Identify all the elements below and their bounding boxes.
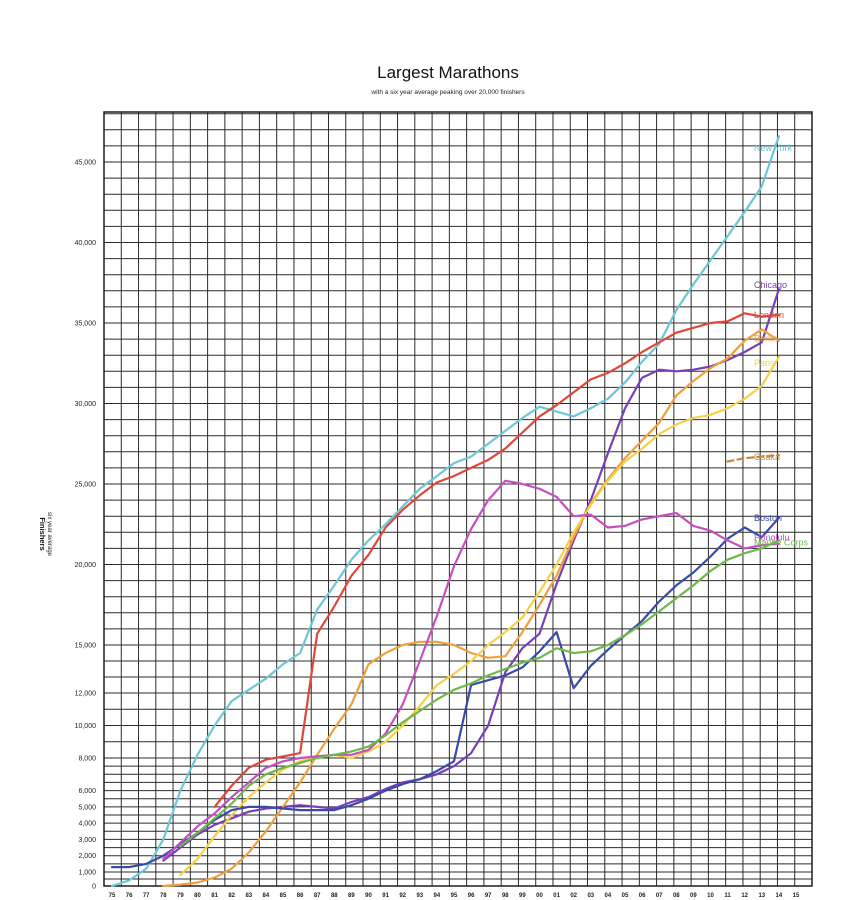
x-tick-label: 82 — [228, 893, 235, 899]
x-axis-ticks: 75 76 77 78 79 80 81 82 83 84 85 86 87 88 89 90 91 92 93 94… — [109, 893, 800, 899]
series-label-paris: Paris — [754, 358, 775, 368]
series-label-berlin: Berlin — [754, 334, 777, 344]
x-tick-label: 99 — [519, 893, 526, 899]
x-tick-label: 90 — [365, 893, 372, 899]
y-tick-label: 1,000 — [78, 870, 96, 877]
x-tick-label: 08 — [673, 893, 680, 899]
x-tick-label: 04 — [605, 893, 612, 899]
x-tick-label: 05 — [622, 893, 629, 899]
y-tick-label: 25,000 — [75, 482, 97, 489]
y-tick-label: 3,000 — [78, 837, 96, 844]
x-tick-label: 09 — [690, 893, 697, 899]
series-line-new-york — [110, 135, 780, 888]
y-tick-label: 4,000 — [78, 821, 96, 828]
x-tick-label: 12 — [741, 893, 748, 899]
plot-border — [103, 111, 813, 887]
series-line-osaka — [726, 453, 780, 463]
series-label-honolulu: Honolulu — [754, 533, 790, 543]
y-axis-ticks: 0 1,000 2,000 3,000 4,000 5,000 6,000 8,000 10,0… — [75, 160, 97, 891]
y-tick-label: 12,000 — [75, 691, 97, 698]
x-tick-label: 84 — [263, 893, 270, 899]
x-tick-label: 93 — [416, 893, 423, 899]
x-tick-label: 80 — [194, 893, 201, 899]
x-tick-label: 01 — [553, 893, 560, 899]
series-lines — [110, 135, 780, 888]
y-tick-label: 15,000 — [75, 643, 97, 650]
series-label-london: London — [754, 310, 784, 320]
x-tick-label: 83 — [245, 893, 252, 899]
x-tick-label: 98 — [502, 893, 509, 899]
series-label-osaka: Osaka — [754, 452, 780, 462]
y-tick-label: 35,000 — [75, 321, 97, 328]
x-tick-label: 13 — [758, 893, 765, 899]
series-line-berlin — [162, 328, 780, 888]
y-tick-label: 5,000 — [78, 804, 96, 811]
x-tick-label: 97 — [485, 893, 492, 899]
series-line-paris — [179, 355, 780, 876]
x-tick-label: 79 — [177, 893, 184, 899]
y-tick-label: 30,000 — [75, 401, 97, 408]
x-tick-label: 03 — [587, 893, 594, 899]
series-line-marine-corps — [179, 539, 780, 847]
y-tick-label: 45,000 — [75, 160, 97, 167]
series-label-boston: Boston — [754, 513, 782, 523]
series-line-boston — [110, 516, 780, 869]
x-tick-label: 91 — [382, 893, 389, 899]
x-tick-label: 88 — [331, 893, 338, 899]
y-tick-label: 0 — [92, 884, 96, 891]
x-tick-label: 78 — [160, 893, 167, 899]
x-tick-label: 81 — [211, 893, 218, 899]
series-label-new-york: New York — [754, 143, 793, 153]
x-tick-label: 14 — [776, 893, 783, 899]
x-tick-label: 92 — [399, 893, 406, 899]
x-tick-label: 10 — [707, 893, 714, 899]
series-line-chicago — [162, 288, 780, 862]
grid — [103, 111, 813, 887]
y-tick-label: 8,000 — [78, 756, 96, 763]
chart-title: Largest Marathons — [377, 63, 519, 82]
y-tick-label: 40,000 — [75, 240, 97, 247]
x-tick-label: 89 — [348, 893, 355, 899]
series-line-london — [213, 312, 780, 808]
y-tick-label: 6,000 — [78, 788, 96, 795]
x-tick-label: 87 — [314, 893, 321, 899]
y-tick-label: 20,000 — [75, 562, 97, 569]
x-tick-label: 00 — [536, 893, 543, 899]
series-label-marine-corps: Marine Corps — [754, 537, 809, 547]
chart-subtitle: with a six year average peaking over 20,… — [370, 89, 525, 96]
y-tick-label: 10,000 — [75, 723, 97, 730]
series-labels: New York Chicago London Berlin Paris Osaka Bos… — [754, 143, 809, 547]
x-tick-label: 76 — [126, 893, 133, 899]
y-tick-label: 2,000 — [78, 853, 96, 860]
x-tick-label: 86 — [297, 893, 304, 899]
x-tick-label: 94 — [434, 893, 441, 899]
x-tick-label: 85 — [280, 893, 287, 899]
x-tick-label: 15 — [793, 893, 800, 899]
x-tick-label: 95 — [451, 893, 458, 899]
series-line-honolulu — [162, 479, 780, 861]
y-axis-label: Finishers — [38, 517, 47, 550]
x-tick-label: 11 — [724, 893, 731, 899]
x-tick-label: 96 — [468, 893, 475, 899]
x-tick-label: 75 — [109, 893, 116, 899]
series-label-chicago: Chicago — [754, 280, 787, 290]
x-tick-label: 77 — [143, 893, 150, 899]
x-tick-label: 07 — [656, 893, 663, 899]
y-axis-unit-label: six year average — [46, 512, 52, 557]
x-tick-label: 02 — [570, 893, 577, 899]
x-tick-label: 06 — [639, 893, 646, 899]
